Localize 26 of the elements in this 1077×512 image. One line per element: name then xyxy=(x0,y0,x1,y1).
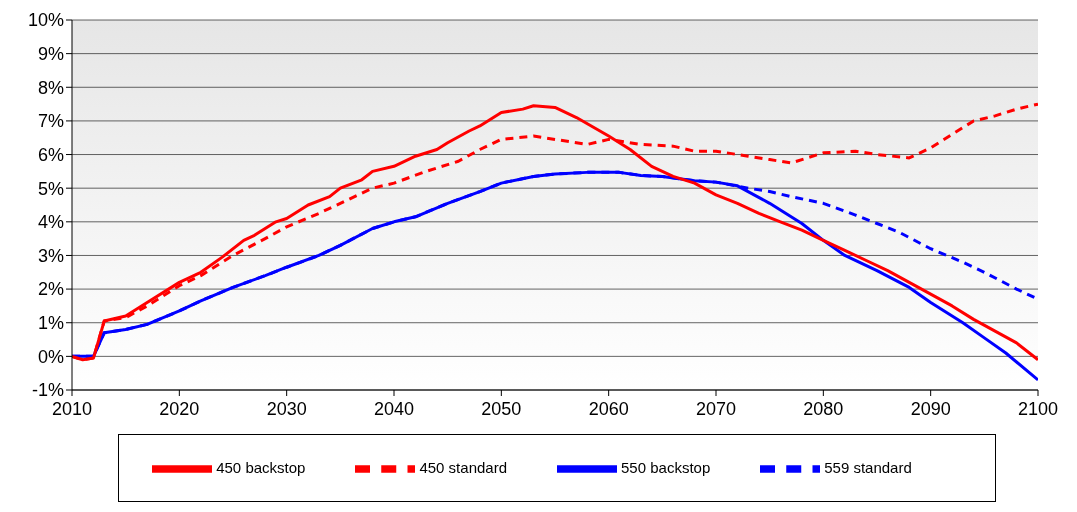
y-tick-label: 3% xyxy=(37,245,64,266)
legend-label: 450 backstop xyxy=(216,458,306,476)
x-tick-label: 2080 xyxy=(803,398,844,419)
y-tick-label: 4% xyxy=(37,212,64,233)
y-tick-label: 9% xyxy=(37,44,64,65)
x-tick-label: 2050 xyxy=(481,398,522,419)
legend-label: 559 standard xyxy=(824,458,912,476)
legend-label: 550 backstop xyxy=(621,458,711,476)
legend-label: 450 standard xyxy=(419,458,507,476)
x-tick-label: 2100 xyxy=(1017,398,1059,419)
x-tick-label: 2020 xyxy=(159,398,200,419)
x-tick-label: 2010 xyxy=(51,398,93,419)
x-tick-label: 2030 xyxy=(266,398,307,419)
y-tick-label: 10% xyxy=(27,10,64,31)
y-tick-label: 2% xyxy=(37,279,64,300)
y-tick-label: 6% xyxy=(37,144,64,165)
y-tick-label: 1% xyxy=(37,313,64,334)
y-tick-label: 7% xyxy=(37,111,64,132)
x-tick-label: 2070 xyxy=(695,398,737,419)
x-tick-label: 2090 xyxy=(910,398,951,419)
y-tick-label: -1% xyxy=(31,380,64,401)
y-tick-label: 5% xyxy=(37,178,64,199)
x-tick-label: 2060 xyxy=(588,398,629,419)
y-tick-label: 8% xyxy=(37,77,64,98)
x-tick-label: 2040 xyxy=(373,398,415,419)
y-tick-label: 0% xyxy=(37,346,64,367)
